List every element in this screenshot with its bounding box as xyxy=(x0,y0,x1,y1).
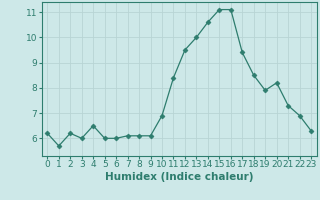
X-axis label: Humidex (Indice chaleur): Humidex (Indice chaleur) xyxy=(105,172,253,182)
